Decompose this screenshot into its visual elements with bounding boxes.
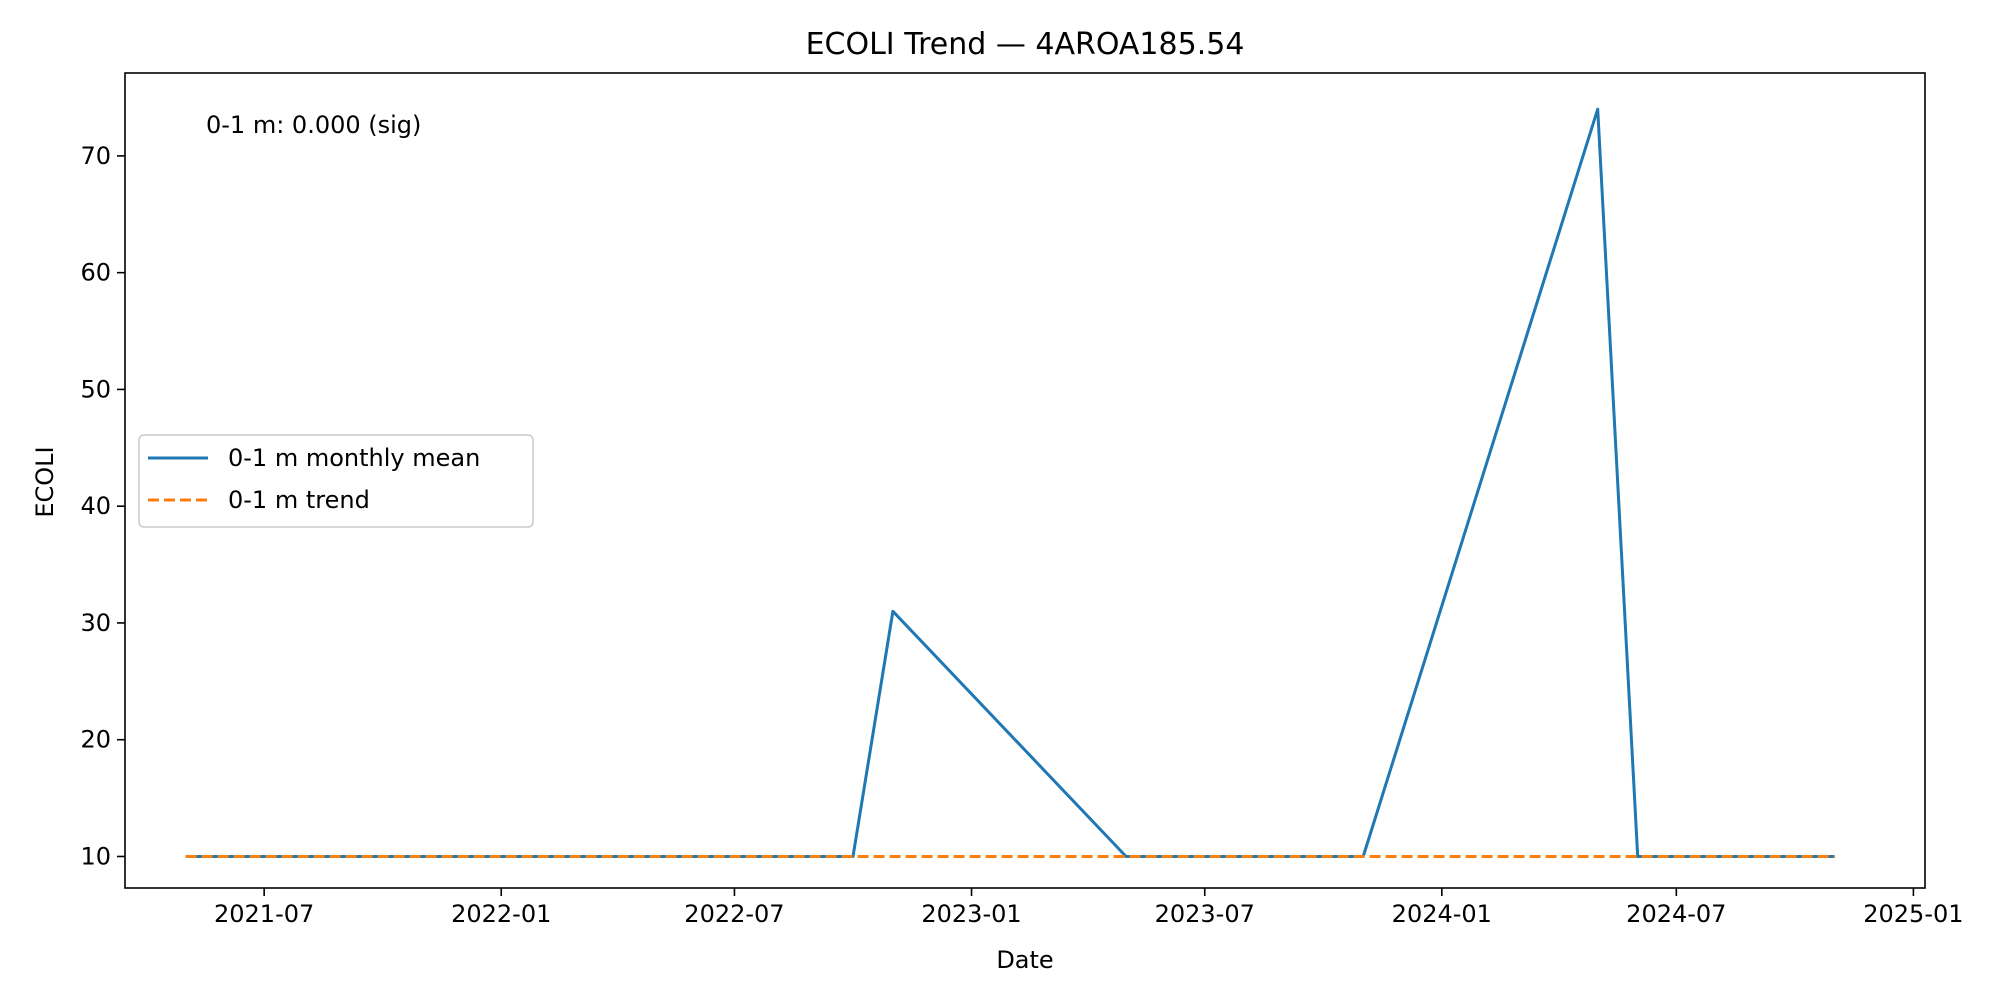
y-tick-label: 40: [80, 492, 111, 520]
legend-label-trend: 0-1 m trend: [228, 486, 370, 514]
x-tick-label: 2025-01: [1863, 900, 1963, 928]
tick-layer: 2021-07 2022-01 2022-07 2023-01 2023-07 2024-…: [80, 142, 1963, 928]
y-axis-label: ECOLI: [31, 446, 59, 517]
slope-annotation: 0-1 m: 0.000 (sig): [206, 111, 421, 139]
y-tick-label: 10: [80, 842, 111, 870]
y-tick-label: 60: [80, 259, 111, 287]
y-tick-label: 50: [80, 375, 111, 403]
x-tick-label: 2023-01: [921, 900, 1021, 928]
legend-label-monthly-mean: 0-1 m monthly mean: [228, 444, 480, 472]
y-tick-label: 30: [80, 609, 111, 637]
legend: 0-1 m monthly mean 0-1 m trend: [139, 435, 533, 527]
x-axis-label: Date: [996, 946, 1053, 974]
y-tick-label: 20: [80, 726, 111, 754]
x-tick-label: 2021-07: [214, 900, 314, 928]
x-tick-label: 2022-07: [684, 900, 784, 928]
y-tick-label: 70: [80, 142, 111, 170]
x-tick-label: 2022-01: [451, 900, 551, 928]
chart-title: ECOLI Trend — 4AROA185.54: [806, 27, 1245, 62]
x-tick-label: 2024-01: [1392, 900, 1492, 928]
x-tick-label: 2024-07: [1626, 900, 1726, 928]
x-tick-label: 2023-07: [1155, 900, 1255, 928]
